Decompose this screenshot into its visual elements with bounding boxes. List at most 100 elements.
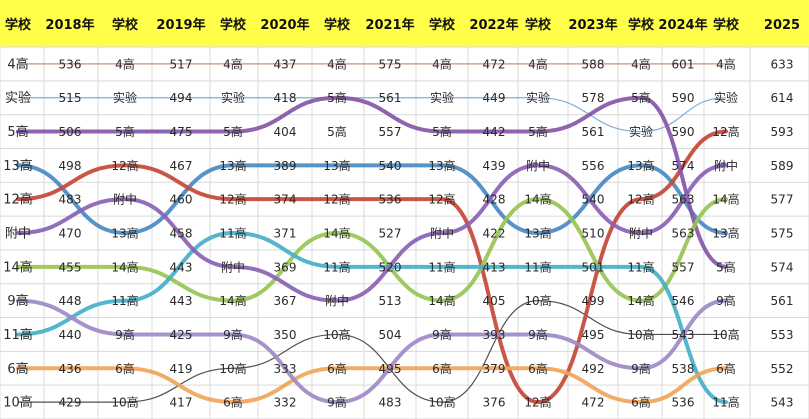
school-cell: 4高 — [7, 56, 28, 72]
header-cell: 学校 — [324, 17, 351, 33]
school-cell: 6高 — [327, 361, 347, 376]
table-header: 学校 2018年 学校 2019年 学校 2020年 学校 2021年 学校 2022年 学校 202… — [5, 17, 800, 33]
school-cell: 实验 — [526, 90, 550, 105]
school-cell: 12高 — [219, 192, 246, 207]
score-cell: 588 — [582, 57, 605, 71]
score-cell: 492 — [582, 362, 605, 376]
school-cell: 13高 — [524, 226, 551, 241]
score-cell: 589 — [771, 159, 794, 173]
school-cell: 实验 — [221, 90, 245, 105]
score-cell: 553 — [771, 328, 794, 342]
school-cell: 4高 — [115, 56, 135, 71]
school-cell: 14高 — [323, 226, 350, 241]
score-cell: 472 — [483, 57, 506, 71]
school-cell: 14高 — [524, 192, 551, 207]
school-cell: 9高 — [115, 327, 135, 342]
score-cell: 443 — [170, 260, 193, 274]
school-cell: 9高 — [631, 361, 651, 376]
rank-line — [16, 129, 728, 405]
score-cell: 498 — [59, 159, 82, 173]
school-cell: 附中 — [5, 227, 31, 242]
school-cell: 11高 — [323, 259, 350, 274]
school-cell: 5高 — [7, 124, 28, 140]
table-cells: 4高 536 4高 517 4高 437 4高 575 4高 472 4高 588 4高 601 4高 633… — [3, 56, 793, 410]
school-cell: 12高 — [111, 158, 138, 173]
school-cell: 附中 — [714, 158, 738, 173]
thin-rank-line — [18, 97, 727, 133]
school-cell: 6高 — [7, 361, 28, 377]
header-cell: 2019年 — [156, 17, 205, 33]
rank-lines — [16, 63, 728, 405]
score-cell: 563 — [672, 193, 695, 207]
school-cell: 5高 — [115, 124, 135, 139]
school-cell: 12高 — [712, 124, 739, 139]
school-cell: 9高 — [716, 293, 736, 308]
score-cell: 449 — [483, 91, 506, 105]
school-cell: 实验 — [629, 124, 653, 139]
school-cell: 10高 — [428, 395, 455, 410]
school-cell: 12高 — [627, 192, 654, 207]
header-cell: 学校 — [112, 17, 139, 33]
school-cell: 13高 — [428, 158, 455, 173]
score-cell: 393 — [483, 328, 506, 342]
school-cell: 11高 — [627, 259, 654, 274]
rank-line — [16, 230, 728, 405]
score-cell: 429 — [59, 396, 82, 410]
school-cell: 13高 — [3, 158, 33, 174]
school-cell: 9高 — [223, 327, 243, 342]
header-cell: 学校 — [429, 17, 456, 33]
score-cell: 536 — [672, 396, 695, 410]
school-cell: 13高 — [712, 226, 739, 241]
score-cell: 561 — [379, 91, 402, 105]
school-cell: 5高 — [528, 124, 548, 139]
score-cell: 475 — [170, 125, 193, 139]
score-cell: 517 — [170, 57, 193, 71]
school-cell: 13高 — [323, 158, 350, 173]
score-cell: 546 — [672, 294, 695, 308]
school-cell: 10高 — [524, 293, 551, 308]
school-cell: 5高 — [716, 259, 736, 274]
school-cell: 12高 — [3, 192, 33, 208]
score-cell: 575 — [379, 57, 402, 71]
score-cell: 472 — [582, 396, 605, 410]
score-cell: 443 — [170, 294, 193, 308]
header-cell: 2023年 — [568, 17, 617, 33]
header-cell: 2021年 — [365, 17, 414, 33]
score-cell: 556 — [582, 159, 605, 173]
school-cell: 实验 — [714, 90, 738, 105]
score-cell: 332 — [274, 396, 297, 410]
score-cell: 506 — [59, 125, 82, 139]
rank-line — [16, 197, 728, 303]
score-cell: 501 — [582, 260, 605, 274]
school-cell: 14高 — [219, 293, 246, 308]
score-cell: 405 — [483, 294, 506, 308]
score-cell: 563 — [672, 227, 695, 241]
score-cell: 440 — [59, 328, 82, 342]
school-cell: 9高 — [528, 327, 548, 342]
score-cell: 367 — [274, 294, 297, 308]
school-cell: 附中 — [526, 158, 550, 173]
school-cell: 12高 — [428, 192, 455, 207]
score-cell: 333 — [274, 362, 297, 376]
score-cell: 510 — [582, 227, 605, 241]
school-cell: 5高 — [327, 124, 347, 139]
score-cell: 520 — [379, 260, 402, 274]
school-cell: 11高 — [3, 327, 33, 343]
score-cell: 561 — [771, 294, 794, 308]
school-cell: 10高 — [712, 327, 739, 342]
score-cell: 442 — [483, 125, 506, 139]
score-cell: 419 — [170, 362, 193, 376]
score-cell: 425 — [170, 328, 193, 342]
school-cell: 5高 — [631, 90, 651, 105]
school-cell: 11高 — [111, 293, 138, 308]
header-cell: 2018年 — [45, 17, 94, 33]
score-cell: 470 — [59, 227, 82, 241]
school-cell: 6高 — [716, 361, 736, 376]
school-cell: 12高 — [524, 395, 551, 410]
school-cell: 附中 — [325, 293, 349, 308]
score-cell: 513 — [379, 294, 402, 308]
header-cell: 学校 — [525, 17, 552, 33]
school-cell: 6高 — [223, 395, 243, 410]
score-cell: 374 — [274, 193, 297, 207]
